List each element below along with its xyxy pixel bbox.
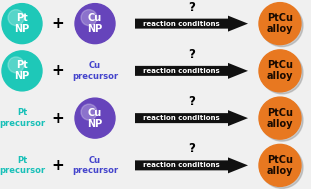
Text: +: + [52,111,64,126]
Circle shape [261,99,303,141]
Text: PtCu
alloy: PtCu alloy [267,60,293,81]
Polygon shape [135,157,248,173]
Polygon shape [135,63,248,79]
Circle shape [8,10,24,26]
Text: PtCu
alloy: PtCu alloy [267,13,293,34]
Polygon shape [135,110,248,126]
Text: +: + [52,63,64,78]
Text: Cu
precursor: Cu precursor [72,61,118,81]
Circle shape [259,144,301,186]
Text: Cu
NP: Cu NP [87,108,103,129]
Text: PtCu
alloy: PtCu alloy [267,155,293,176]
Text: reaction conditions: reaction conditions [143,21,220,27]
Text: Pt
NP: Pt NP [14,13,30,34]
Text: +: + [52,16,64,31]
Text: ?: ? [188,1,195,14]
Circle shape [261,5,303,47]
Text: Cu
precursor: Cu precursor [72,156,118,175]
Text: Pt
NP: Pt NP [14,60,30,81]
Circle shape [259,97,301,139]
Circle shape [2,51,42,91]
Text: Pt
precursor: Pt precursor [0,108,45,128]
Text: PtCu
alloy: PtCu alloy [267,108,293,129]
Text: reaction conditions: reaction conditions [143,162,220,168]
Circle shape [2,4,42,44]
Circle shape [81,104,97,120]
Text: reaction conditions: reaction conditions [143,115,220,121]
Text: ?: ? [188,142,195,155]
Text: ?: ? [188,48,195,61]
Text: ?: ? [188,95,195,108]
Circle shape [75,4,115,44]
Circle shape [259,50,301,92]
Polygon shape [135,16,248,32]
Text: Cu
NP: Cu NP [87,13,103,34]
Circle shape [8,57,24,73]
Circle shape [81,10,97,26]
Circle shape [261,146,303,188]
Text: Pt
precursor: Pt precursor [0,156,45,175]
Circle shape [261,52,303,94]
Text: +: + [52,158,64,173]
Circle shape [75,98,115,138]
Text: reaction conditions: reaction conditions [143,68,220,74]
Circle shape [259,3,301,45]
